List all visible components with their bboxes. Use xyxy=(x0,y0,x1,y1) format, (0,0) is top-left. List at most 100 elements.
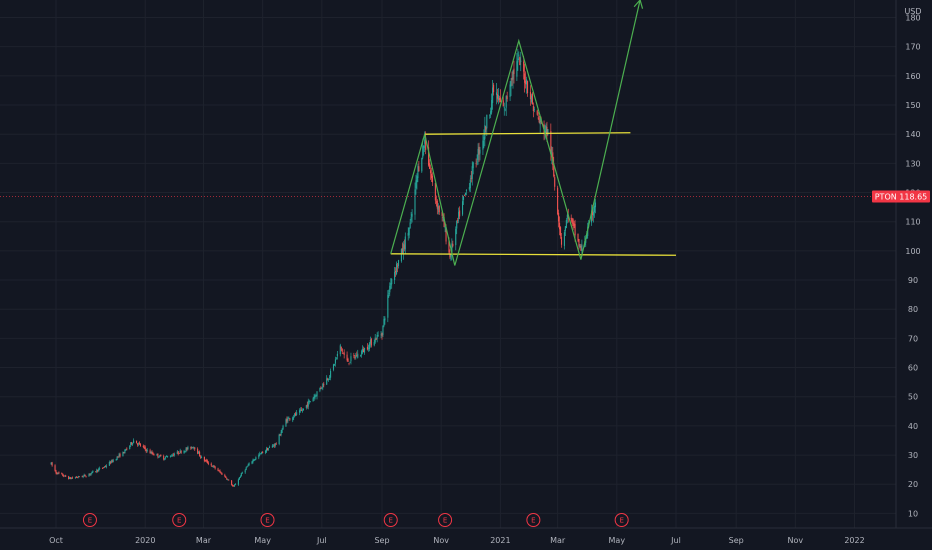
candle xyxy=(278,433,280,446)
candle xyxy=(77,475,79,479)
candle xyxy=(274,442,276,448)
candle xyxy=(239,475,241,479)
candle xyxy=(224,473,226,478)
y-tick-label: 130 xyxy=(905,159,920,168)
candle xyxy=(491,93,493,115)
candle xyxy=(315,394,317,397)
candle xyxy=(484,116,486,147)
candle xyxy=(122,451,124,457)
candle xyxy=(565,218,567,229)
candle xyxy=(157,453,159,459)
candle xyxy=(554,174,556,191)
candle xyxy=(58,471,60,475)
candle xyxy=(194,447,196,451)
candle xyxy=(476,154,478,166)
candle xyxy=(307,398,309,410)
candle xyxy=(83,473,85,477)
candle xyxy=(50,462,52,465)
candle xyxy=(241,471,243,474)
candle xyxy=(417,163,419,183)
candle xyxy=(268,445,271,449)
candle xyxy=(212,464,214,469)
candle xyxy=(214,465,216,470)
candle xyxy=(580,243,582,251)
earnings-marker[interactable]: E xyxy=(526,513,541,527)
earnings-marker[interactable]: E xyxy=(172,513,187,527)
candle xyxy=(200,455,202,459)
candle xyxy=(102,467,104,470)
y-tick-label: 150 xyxy=(905,101,920,110)
candle xyxy=(503,102,505,116)
support-line[interactable] xyxy=(390,253,677,256)
candle xyxy=(394,267,396,284)
y-tick-label: 100 xyxy=(905,247,920,256)
earnings-marker-label: E xyxy=(177,517,181,525)
time-axis[interactable]: Oct 2020 Mar May Jul Sep Nov 2021 Mar May Jul Sep No… xyxy=(49,536,865,545)
candle xyxy=(332,363,335,372)
candle xyxy=(170,454,173,457)
x-tick-label: Sep xyxy=(374,536,389,545)
earnings-marker[interactable]: E xyxy=(260,513,275,527)
candle xyxy=(560,233,563,248)
candle xyxy=(512,69,514,89)
candle xyxy=(387,290,389,323)
candle xyxy=(485,125,487,133)
x-tick-label: Oct xyxy=(49,536,63,545)
candle xyxy=(302,408,304,411)
candle xyxy=(253,458,255,462)
candle xyxy=(213,465,215,468)
candle xyxy=(282,424,284,430)
candle xyxy=(516,52,518,81)
candle xyxy=(313,394,315,401)
candle xyxy=(179,448,181,454)
candle xyxy=(233,484,236,488)
candle xyxy=(468,183,470,192)
price-axis[interactable]: 1020304050607080901001101201301401501601… xyxy=(905,14,920,519)
candle xyxy=(260,453,262,455)
candle xyxy=(61,472,63,475)
last-price-label: PTON 118.65 xyxy=(872,190,930,203)
candle xyxy=(187,445,189,451)
candle xyxy=(431,172,434,187)
candle xyxy=(210,462,212,467)
candle xyxy=(193,446,195,450)
candle xyxy=(164,458,166,461)
candle xyxy=(144,445,146,452)
candle xyxy=(166,455,168,458)
candle xyxy=(70,477,72,480)
candle xyxy=(389,282,391,297)
candle xyxy=(510,78,512,97)
candle xyxy=(232,484,234,487)
earnings-marker[interactable]: E xyxy=(82,513,97,527)
candle xyxy=(425,131,427,155)
candle xyxy=(524,63,526,93)
candle xyxy=(489,114,491,119)
earnings-marker[interactable]: E xyxy=(438,513,453,527)
candle xyxy=(519,56,521,66)
candle xyxy=(172,452,174,457)
candle xyxy=(505,95,507,116)
earnings-marker[interactable]: E xyxy=(383,513,398,527)
candle xyxy=(163,454,165,461)
y-tick-label: 180 xyxy=(905,14,920,23)
earnings-marker[interactable]: E xyxy=(614,513,629,527)
zigzag-projection-line[interactable] xyxy=(390,0,641,266)
candle xyxy=(354,355,356,360)
candle xyxy=(299,407,302,413)
candle xyxy=(322,383,324,391)
y-tick-label: 60 xyxy=(908,364,918,373)
candle xyxy=(151,450,153,455)
resistance-line[interactable] xyxy=(424,132,631,135)
candle xyxy=(482,135,484,155)
candle xyxy=(366,343,369,351)
candle xyxy=(493,82,495,96)
candle xyxy=(123,452,125,454)
y-tick-label: 20 xyxy=(908,480,918,489)
candle xyxy=(373,339,375,347)
candle xyxy=(421,157,423,173)
candle xyxy=(309,401,311,403)
candle xyxy=(293,414,295,420)
candle xyxy=(296,410,298,417)
candle xyxy=(258,453,260,460)
